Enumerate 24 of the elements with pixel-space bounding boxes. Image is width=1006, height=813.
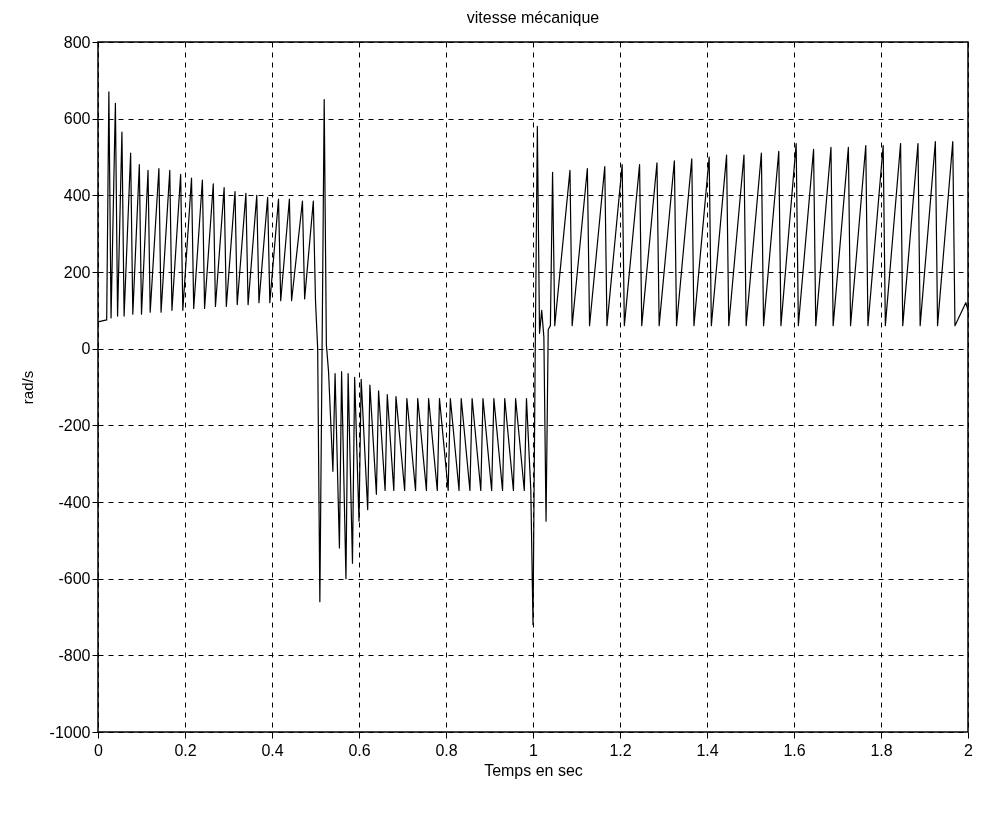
x-tick-label: 0.8 [435, 741, 458, 759]
x-tick-label: 1 [529, 741, 539, 759]
y-axis-title: rad/s [18, 370, 36, 405]
y-tick-label: 200 [63, 263, 91, 281]
x-tick-label: 1.8 [870, 741, 893, 759]
x-axis-title: Temps en sec [484, 761, 583, 779]
x-tick-label: 1.6 [783, 741, 806, 759]
y-tick-label: -1000 [49, 723, 91, 741]
x-tick-label: 1.2 [609, 741, 632, 759]
y-tick-label: -400 [58, 493, 91, 511]
x-tick-label: 0.6 [348, 741, 371, 759]
x-tick-label: 1.4 [696, 741, 719, 759]
y-tick-label: 800 [63, 33, 91, 51]
y-tick-label: -200 [58, 416, 91, 434]
x-tick-label: 0.2 [174, 741, 197, 759]
y-tick-label: 0 [81, 340, 91, 358]
x-tick-label: 0 [94, 741, 104, 759]
y-tick-label: 400 [63, 186, 91, 204]
x-tick-label: 0.4 [261, 741, 284, 759]
y-tick-label: -600 [58, 570, 91, 588]
chart-title: vitesse mécanique [466, 9, 600, 26]
y-tick-label: 600 [63, 110, 91, 128]
x-tick-label: 2 [964, 741, 974, 759]
y-tick-label: -800 [58, 646, 91, 664]
